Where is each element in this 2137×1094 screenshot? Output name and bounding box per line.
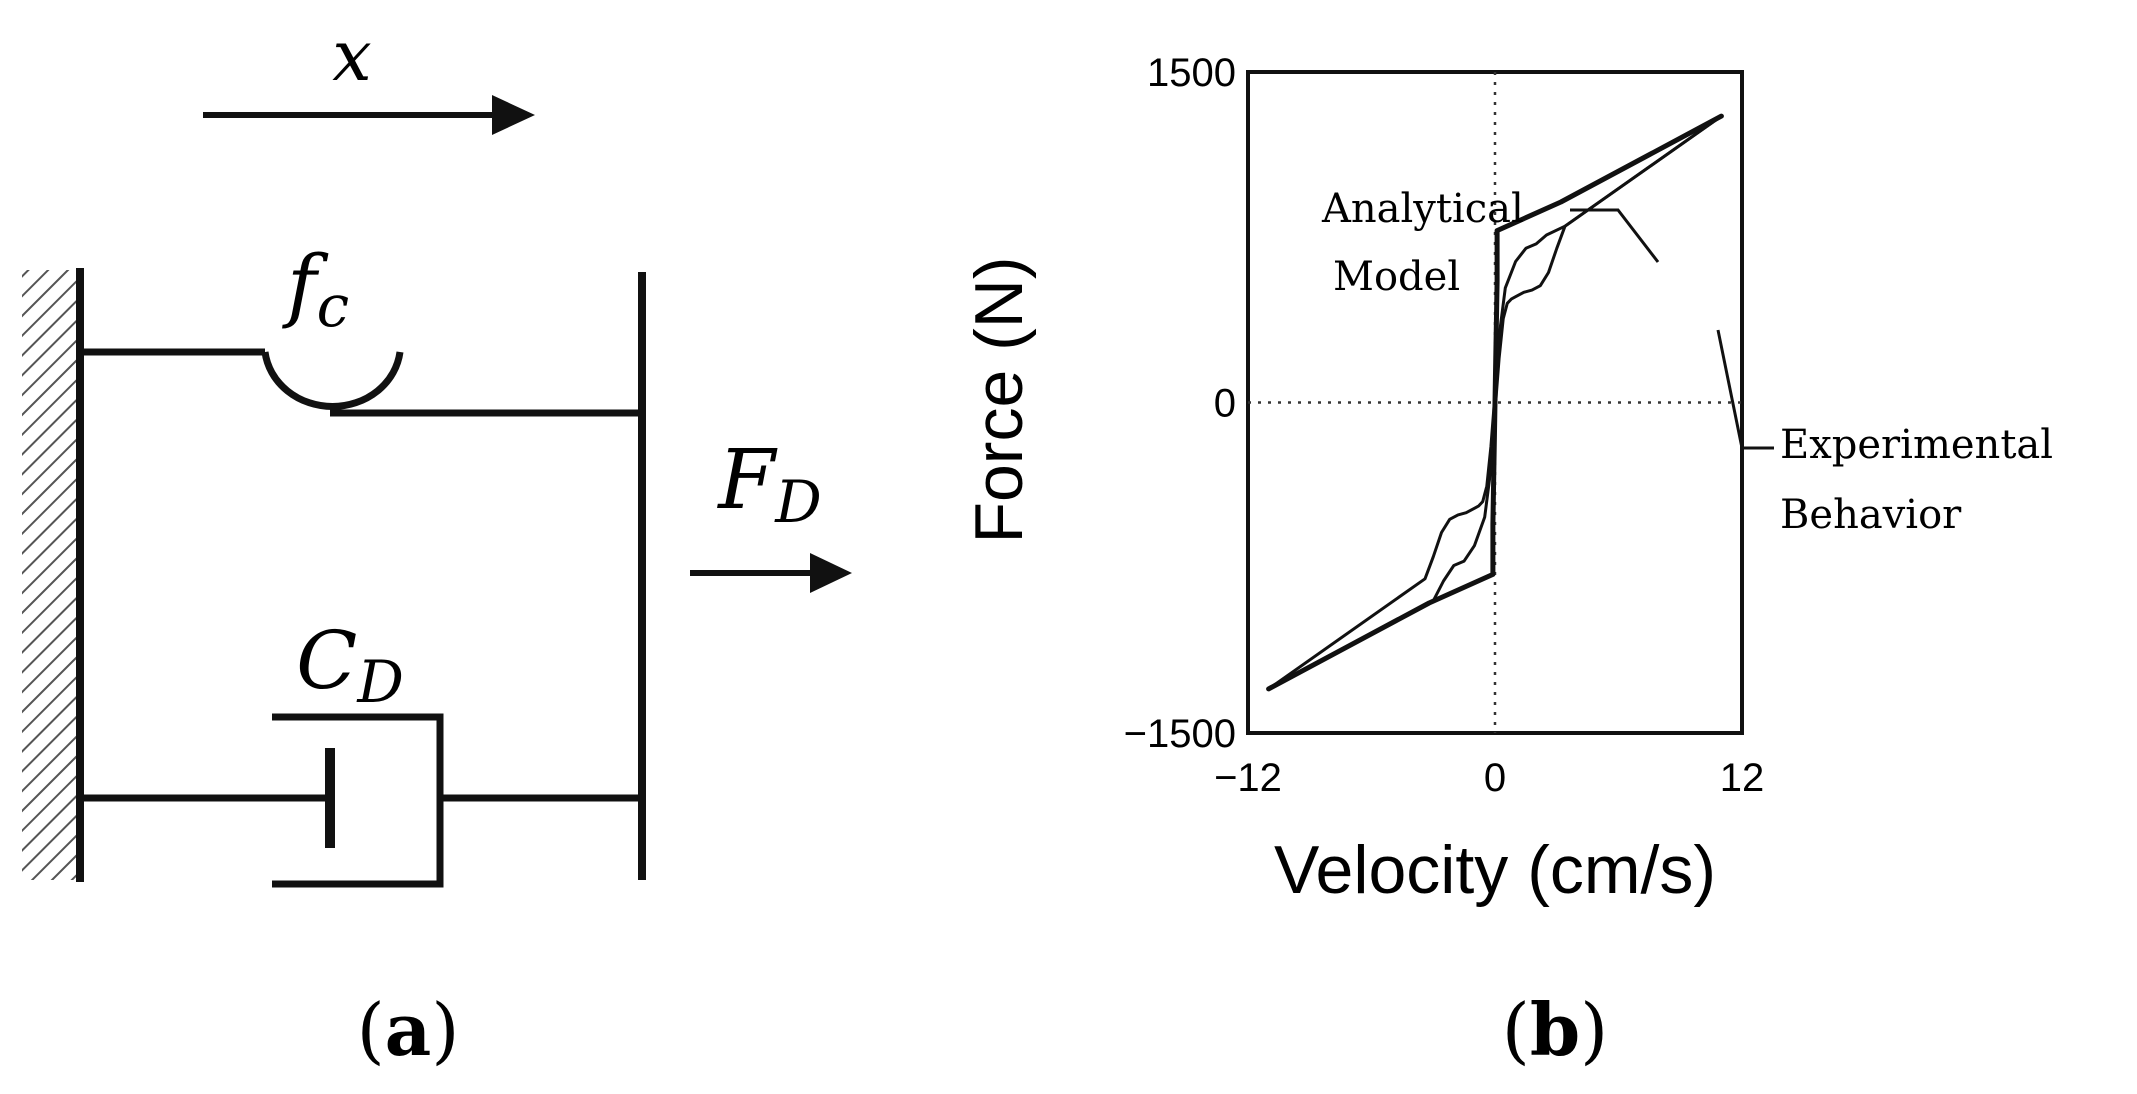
series-line-3 (1267, 114, 1723, 691)
tick-labels: −12 0 12 1500 0 −1500 (1124, 51, 1765, 800)
damping-label: CD (296, 614, 404, 716)
damper-force-label: FD (716, 433, 821, 536)
series-line-2 (1267, 114, 1723, 691)
damping-label-sub: D (356, 648, 404, 716)
analytical-leader-line (1570, 208, 1660, 263)
y-tick-label: −1500 (1124, 712, 1236, 756)
panel-a-letter: a (385, 987, 432, 1072)
panel-b-chart: −12 0 12 1500 0 −1500 Velocity (cm/s) Force (… (961, 51, 2053, 1072)
y-tick-label: 1500 (1147, 51, 1236, 95)
series-layer (1266, 113, 1724, 692)
friction-label: fc (282, 238, 349, 340)
damper-force-label-base: F (716, 433, 778, 528)
displacement-label: x (332, 15, 371, 97)
y-axis-title: Force (N) (961, 256, 1037, 543)
y-tick-label: 0 (1214, 382, 1236, 426)
analytical-label-line2: Model (1333, 254, 1460, 300)
panel-b-label: (b) (1502, 987, 1609, 1072)
experimental-label-line2: Behavior (1780, 492, 1962, 538)
x-axis-title: Velocity (cm/s) (1274, 832, 1716, 908)
fixed-wall-hatching (22, 270, 80, 880)
panel-b-letter: b (1530, 987, 1580, 1072)
displacement-arrow (203, 95, 535, 135)
analytical-label-line1: Analytical (1321, 186, 1524, 232)
panel-a-label: (a) (357, 987, 460, 1072)
friction-element (80, 348, 642, 417)
friction-label-sub: c (317, 272, 349, 340)
x-tick-label: −12 (1214, 756, 1282, 800)
damper-force-arrow (690, 553, 852, 593)
x-tick-label: 12 (1720, 756, 1765, 800)
x-tick-label: 0 (1484, 756, 1506, 800)
analytical-model-annotation: Analytical Model (1321, 186, 1660, 300)
damper-force-label-sub: D (774, 468, 822, 536)
experimental-behavior-annotation: Experimental Behavior (1716, 329, 2053, 538)
damping-label-base: C (296, 614, 357, 707)
experimental-label-line1: Experimental (1780, 422, 2053, 468)
panel-a-schematic: x fc CD FD (a) (22, 15, 852, 1072)
experimental-leader-line (1716, 329, 1774, 450)
damper-element (80, 713, 642, 888)
